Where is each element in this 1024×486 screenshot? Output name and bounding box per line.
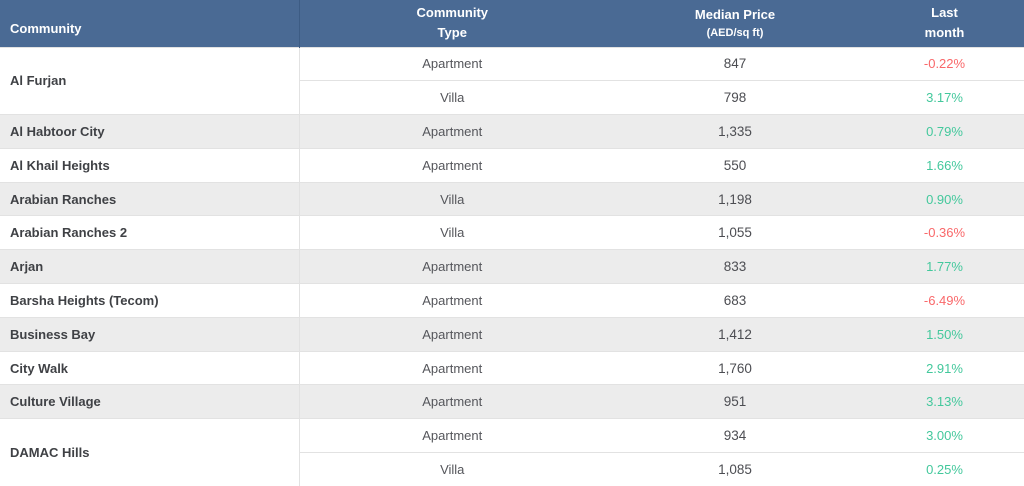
community-cell: Al Furjan	[0, 46, 300, 115]
last-month-change-cell: 1.66%	[865, 147, 1024, 183]
median-price-cell: 1,198	[605, 181, 865, 216]
last-month-change-cell: 0.25%	[865, 452, 1024, 486]
table-row: Arjan Apartment 833 1.77%	[0, 249, 1024, 284]
last-month-change-cell: -0.22%	[865, 46, 1024, 81]
community-type-cell: Apartment	[299, 283, 605, 318]
last-month-change-cell: 3.00%	[865, 418, 1024, 453]
median-price-cell: 1,055	[605, 215, 865, 250]
table-row: Al Khail Heights Apartment 550 1.66%	[0, 147, 1024, 183]
header-community: Community	[0, 0, 300, 47]
header-median-price-label: Median Price	[694, 6, 776, 22]
community-type-cell: Apartment	[299, 350, 605, 385]
community-cell: DAMAC Hills	[0, 418, 300, 486]
header-community-type: Community Type	[299, 0, 605, 47]
median-price-cell: 1,412	[605, 316, 865, 352]
table-row: DAMAC Hills Apartment 934 3.00%	[0, 418, 1024, 486]
median-price-cell: 833	[605, 249, 865, 284]
last-month-change-cell: 3.13%	[865, 384, 1024, 419]
table-row: Villa 1,085 0.25%	[0, 452, 1024, 486]
community-cell: Al Khail Heights	[0, 147, 300, 183]
community-cell: Arabian Ranches 2	[0, 215, 300, 250]
table-header: Community Community Type Median Price (A…	[0, 0, 1024, 47]
table-row: Arabian Ranches Villa 1,198 0.90%	[0, 181, 1024, 216]
last-month-change-cell: -0.36%	[865, 215, 1024, 250]
community-cell: Culture Village	[0, 384, 300, 419]
community-type-cell: Villa	[299, 181, 605, 216]
community-type-cell: Villa	[299, 452, 605, 486]
community-type-cell: Apartment	[299, 316, 605, 352]
table-row: Culture Village Apartment 951 3.13%	[0, 384, 1024, 419]
table-row: City Walk Apartment 1,760 2.91%	[0, 350, 1024, 385]
header-last-month-line1: Last	[931, 5, 958, 21]
community-type-cell: Villa	[299, 80, 605, 115]
community-cell: Arabian Ranches	[0, 181, 300, 216]
community-type-cell: Apartment	[299, 418, 605, 453]
header-community-label: Community	[10, 20, 82, 36]
median-price-cell: 1,335	[605, 114, 865, 149]
median-price-cell: 683	[605, 283, 865, 318]
community-type-cell: Apartment	[299, 46, 605, 81]
table-row: Villa 798 3.17%	[0, 80, 1024, 115]
community-type-cell: Apartment	[299, 114, 605, 149]
header-median-price-unit: (AED/sq ft)	[706, 26, 764, 39]
last-month-change-cell: -6.49%	[865, 283, 1024, 318]
community-cell: Business Bay	[0, 316, 300, 352]
last-month-change-cell: 1.50%	[865, 316, 1024, 352]
table-row: Barsha Heights (Tecom) Apartment 683 -6.49%	[0, 283, 1024, 318]
community-type-cell: Apartment	[299, 147, 605, 183]
last-month-change-cell: 0.90%	[865, 181, 1024, 216]
community-cell: Barsha Heights (Tecom)	[0, 283, 300, 318]
median-price-cell: 951	[605, 384, 865, 419]
table-row: Arabian Ranches 2 Villa 1,055 -0.36%	[0, 215, 1024, 250]
median-price-cell: 1,085	[605, 452, 865, 486]
last-month-change-cell: 0.79%	[865, 114, 1024, 149]
median-price-cell: 1,760	[605, 350, 865, 385]
header-row: Community Community Type Median Price (A…	[0, 0, 1024, 47]
table-row: Business Bay Apartment 1,412 1.50%	[0, 316, 1024, 352]
header-community-type-line2: Type	[437, 25, 467, 41]
median-price-cell: 934	[605, 418, 865, 453]
community-cell: Arjan	[0, 249, 300, 284]
last-month-change-cell: 2.91%	[865, 350, 1024, 385]
median-price-cell: 550	[605, 147, 865, 183]
community-type-cell: Apartment	[299, 384, 605, 419]
last-month-change-cell: 3.17%	[865, 80, 1024, 115]
last-month-change-cell: 1.77%	[865, 249, 1024, 284]
table-body: Al Furjan Apartment 847 -0.22% Villa 798 3.17%…	[0, 46, 1024, 486]
median-price-cell: 798	[605, 80, 865, 115]
community-type-cell: Apartment	[299, 249, 605, 284]
table-row: Al Furjan Apartment 847 -0.22%	[0, 46, 1024, 115]
community-type-cell: Villa	[299, 215, 605, 250]
community-cell: City Walk	[0, 350, 300, 385]
header-community-type-line1: Community	[416, 5, 489, 21]
table-row: Al Habtoor City Apartment 1,335 0.79%	[0, 114, 1024, 149]
community-cell: Al Habtoor City	[0, 114, 300, 149]
median-price-cell: 847	[605, 46, 865, 81]
header-last-month-line2: month	[924, 25, 965, 41]
header-last-month: Last month	[865, 0, 1024, 47]
header-median-price: Median Price (AED/sq ft)	[605, 0, 865, 47]
